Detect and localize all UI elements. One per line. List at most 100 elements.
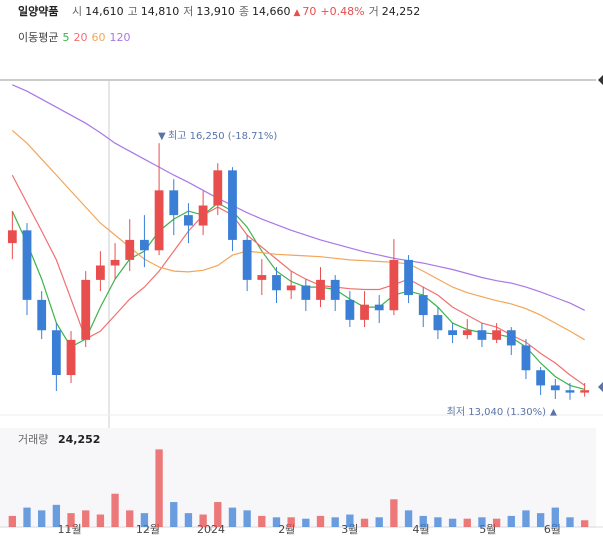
volume-bar	[126, 510, 134, 527]
low-marker: ▲	[550, 408, 557, 418]
candle-body	[301, 285, 311, 300]
ma-line	[11, 202, 585, 390]
candle-body	[550, 385, 560, 391]
volume-panel	[0, 428, 596, 528]
price-value: 14,810	[141, 5, 180, 18]
price-label: 저	[183, 5, 193, 18]
candle-body	[521, 345, 531, 371]
candle-body	[477, 330, 487, 340]
ma-legend: 이동평균 5 20 60 120	[18, 31, 130, 44]
ma-legend-entry: 60	[91, 31, 105, 44]
candle-body	[257, 275, 267, 280]
right-arrow	[598, 75, 603, 85]
price-summary: 시 14,610 고 14,810 저 13,910 종 14,660 ▲ 70 +0.48% 거 24…	[72, 5, 420, 18]
candle-body	[433, 315, 443, 331]
volume-bar	[566, 517, 574, 527]
ma-legend-entry: 20	[73, 31, 87, 44]
volume-bar	[96, 514, 105, 527]
high-marker: ▼	[158, 131, 166, 142]
candle-body	[272, 275, 281, 291]
candle-body	[37, 299, 47, 331]
candle-body	[316, 279, 325, 300]
candle-body	[506, 330, 516, 346]
volume-bar	[23, 507, 31, 527]
candle-body	[66, 339, 76, 376]
candle-body	[110, 259, 120, 266]
candle-body	[492, 330, 502, 340]
volume-bar	[331, 517, 339, 527]
volume-bar	[170, 502, 178, 527]
candle-body	[228, 170, 237, 240]
change-pct: +0.48%	[320, 5, 364, 18]
price-value: 13,910	[196, 5, 235, 18]
candle-body	[140, 239, 149, 251]
right-arrow	[598, 382, 603, 392]
volume-bar	[404, 510, 413, 527]
ma-line	[11, 174, 586, 386]
volume-bar	[8, 515, 17, 527]
candle-body	[154, 190, 164, 251]
volume-bar	[67, 513, 75, 527]
low-annotation: 최저 13,040 (1.30%)	[447, 406, 546, 418]
high-annotation: 최고 16,250 (-18.71%)	[168, 130, 277, 142]
volume-bar	[463, 518, 471, 527]
volume-bar	[287, 517, 295, 527]
candle-body	[81, 279, 91, 340]
volume-bar	[140, 513, 149, 527]
price-line: 시 14,610 고 14,810 저 13,910 종 14,660 ▲ 70 +0.48% 거 24…	[72, 5, 420, 18]
candle-body	[213, 170, 223, 206]
volume-bar	[316, 515, 325, 527]
volume-bar	[551, 507, 559, 527]
ma-line	[12, 84, 585, 311]
candle-body	[169, 190, 179, 216]
price-value: 14,660	[252, 5, 291, 18]
ma-legend-entry: 5	[62, 31, 69, 44]
volume-bar	[580, 520, 589, 527]
candle-body	[22, 230, 32, 300]
candle-body	[418, 295, 428, 316]
candle-body	[345, 299, 355, 320]
price-label: 시	[72, 5, 82, 18]
candle-body	[448, 330, 457, 336]
price-label: 종	[239, 5, 249, 18]
price-value: 14,610	[85, 5, 124, 18]
volume-bar	[82, 510, 90, 527]
volume-bar	[346, 514, 354, 527]
stock-name: 일양약품	[18, 4, 58, 18]
ma-legend-entry: 120	[109, 31, 130, 44]
candle-body	[95, 265, 105, 280]
candle-body	[536, 370, 546, 386]
volume-bar	[38, 510, 46, 527]
candle-body	[184, 215, 193, 226]
volume-bar	[184, 513, 193, 527]
volume-bar	[419, 515, 427, 527]
volume-bar	[214, 502, 222, 527]
volume-bar	[243, 510, 251, 527]
volume-bar	[434, 517, 442, 527]
candle-body	[242, 239, 252, 280]
volume-bar	[522, 510, 530, 527]
volume-bar	[375, 517, 383, 527]
volume-bar	[492, 518, 501, 527]
x-tick-label: 11월	[58, 523, 82, 536]
candle-body	[286, 285, 296, 291]
candle-body	[374, 304, 384, 311]
change: 70	[302, 5, 316, 18]
candle-body	[404, 259, 413, 296]
change-marker: ▲	[294, 8, 301, 18]
candle-body	[462, 330, 472, 336]
volume-bar	[52, 504, 61, 527]
volume-bar	[536, 513, 545, 527]
candle-body	[330, 279, 340, 300]
volume-bar	[258, 515, 266, 527]
volume-value: 24,252	[382, 5, 421, 18]
volume-bar	[302, 518, 310, 527]
volume-bar	[360, 518, 369, 527]
candle-body	[565, 390, 575, 393]
volume-bar	[478, 517, 486, 527]
volume-bar	[272, 517, 281, 527]
candle-body	[580, 390, 590, 393]
candle-body	[360, 304, 369, 320]
candle-body	[125, 239, 135, 260]
